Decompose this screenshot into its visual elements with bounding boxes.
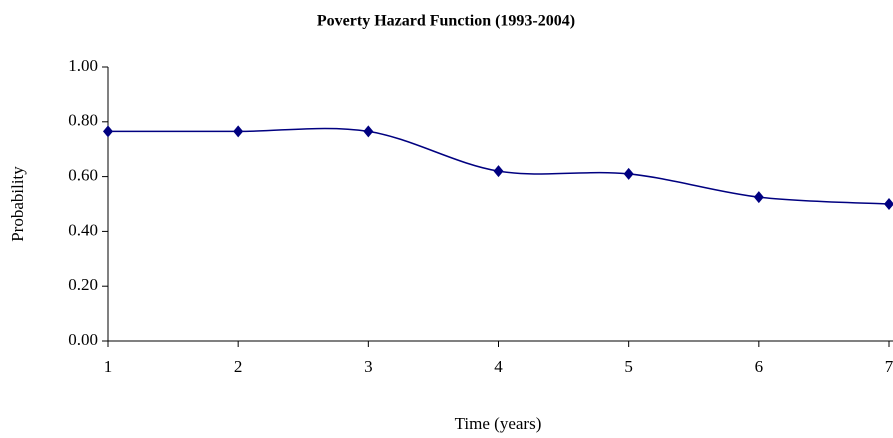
point [233,125,244,138]
x-tick-label: 2 [234,357,243,376]
x-tick-label: 1 [104,357,113,376]
point [884,198,893,210]
y-tick-label: 0.40 [68,220,98,239]
x-tick-label: 3 [364,357,373,376]
point [363,125,374,138]
y-axis-label: Probability [8,166,27,242]
point [623,167,634,180]
chart-title: Poverty Hazard Function (1993-2004) [317,13,575,30]
point [103,125,113,138]
y-tick-label: 1.00 [68,56,98,75]
x-tick-label: 7 [885,357,893,376]
x-axis-label: Time (years) [455,414,542,433]
x-tick-label: 5 [624,357,633,376]
point [753,191,764,204]
point [493,165,504,178]
y-tick-label: 0.00 [68,330,98,349]
x-tick-label: 6 [755,357,764,376]
y-tick-label: 0.20 [68,275,98,294]
y-tick-label: 0.80 [68,111,98,130]
y-tick-label: 0.60 [68,166,98,185]
x-tick-label: 4 [494,357,503,376]
